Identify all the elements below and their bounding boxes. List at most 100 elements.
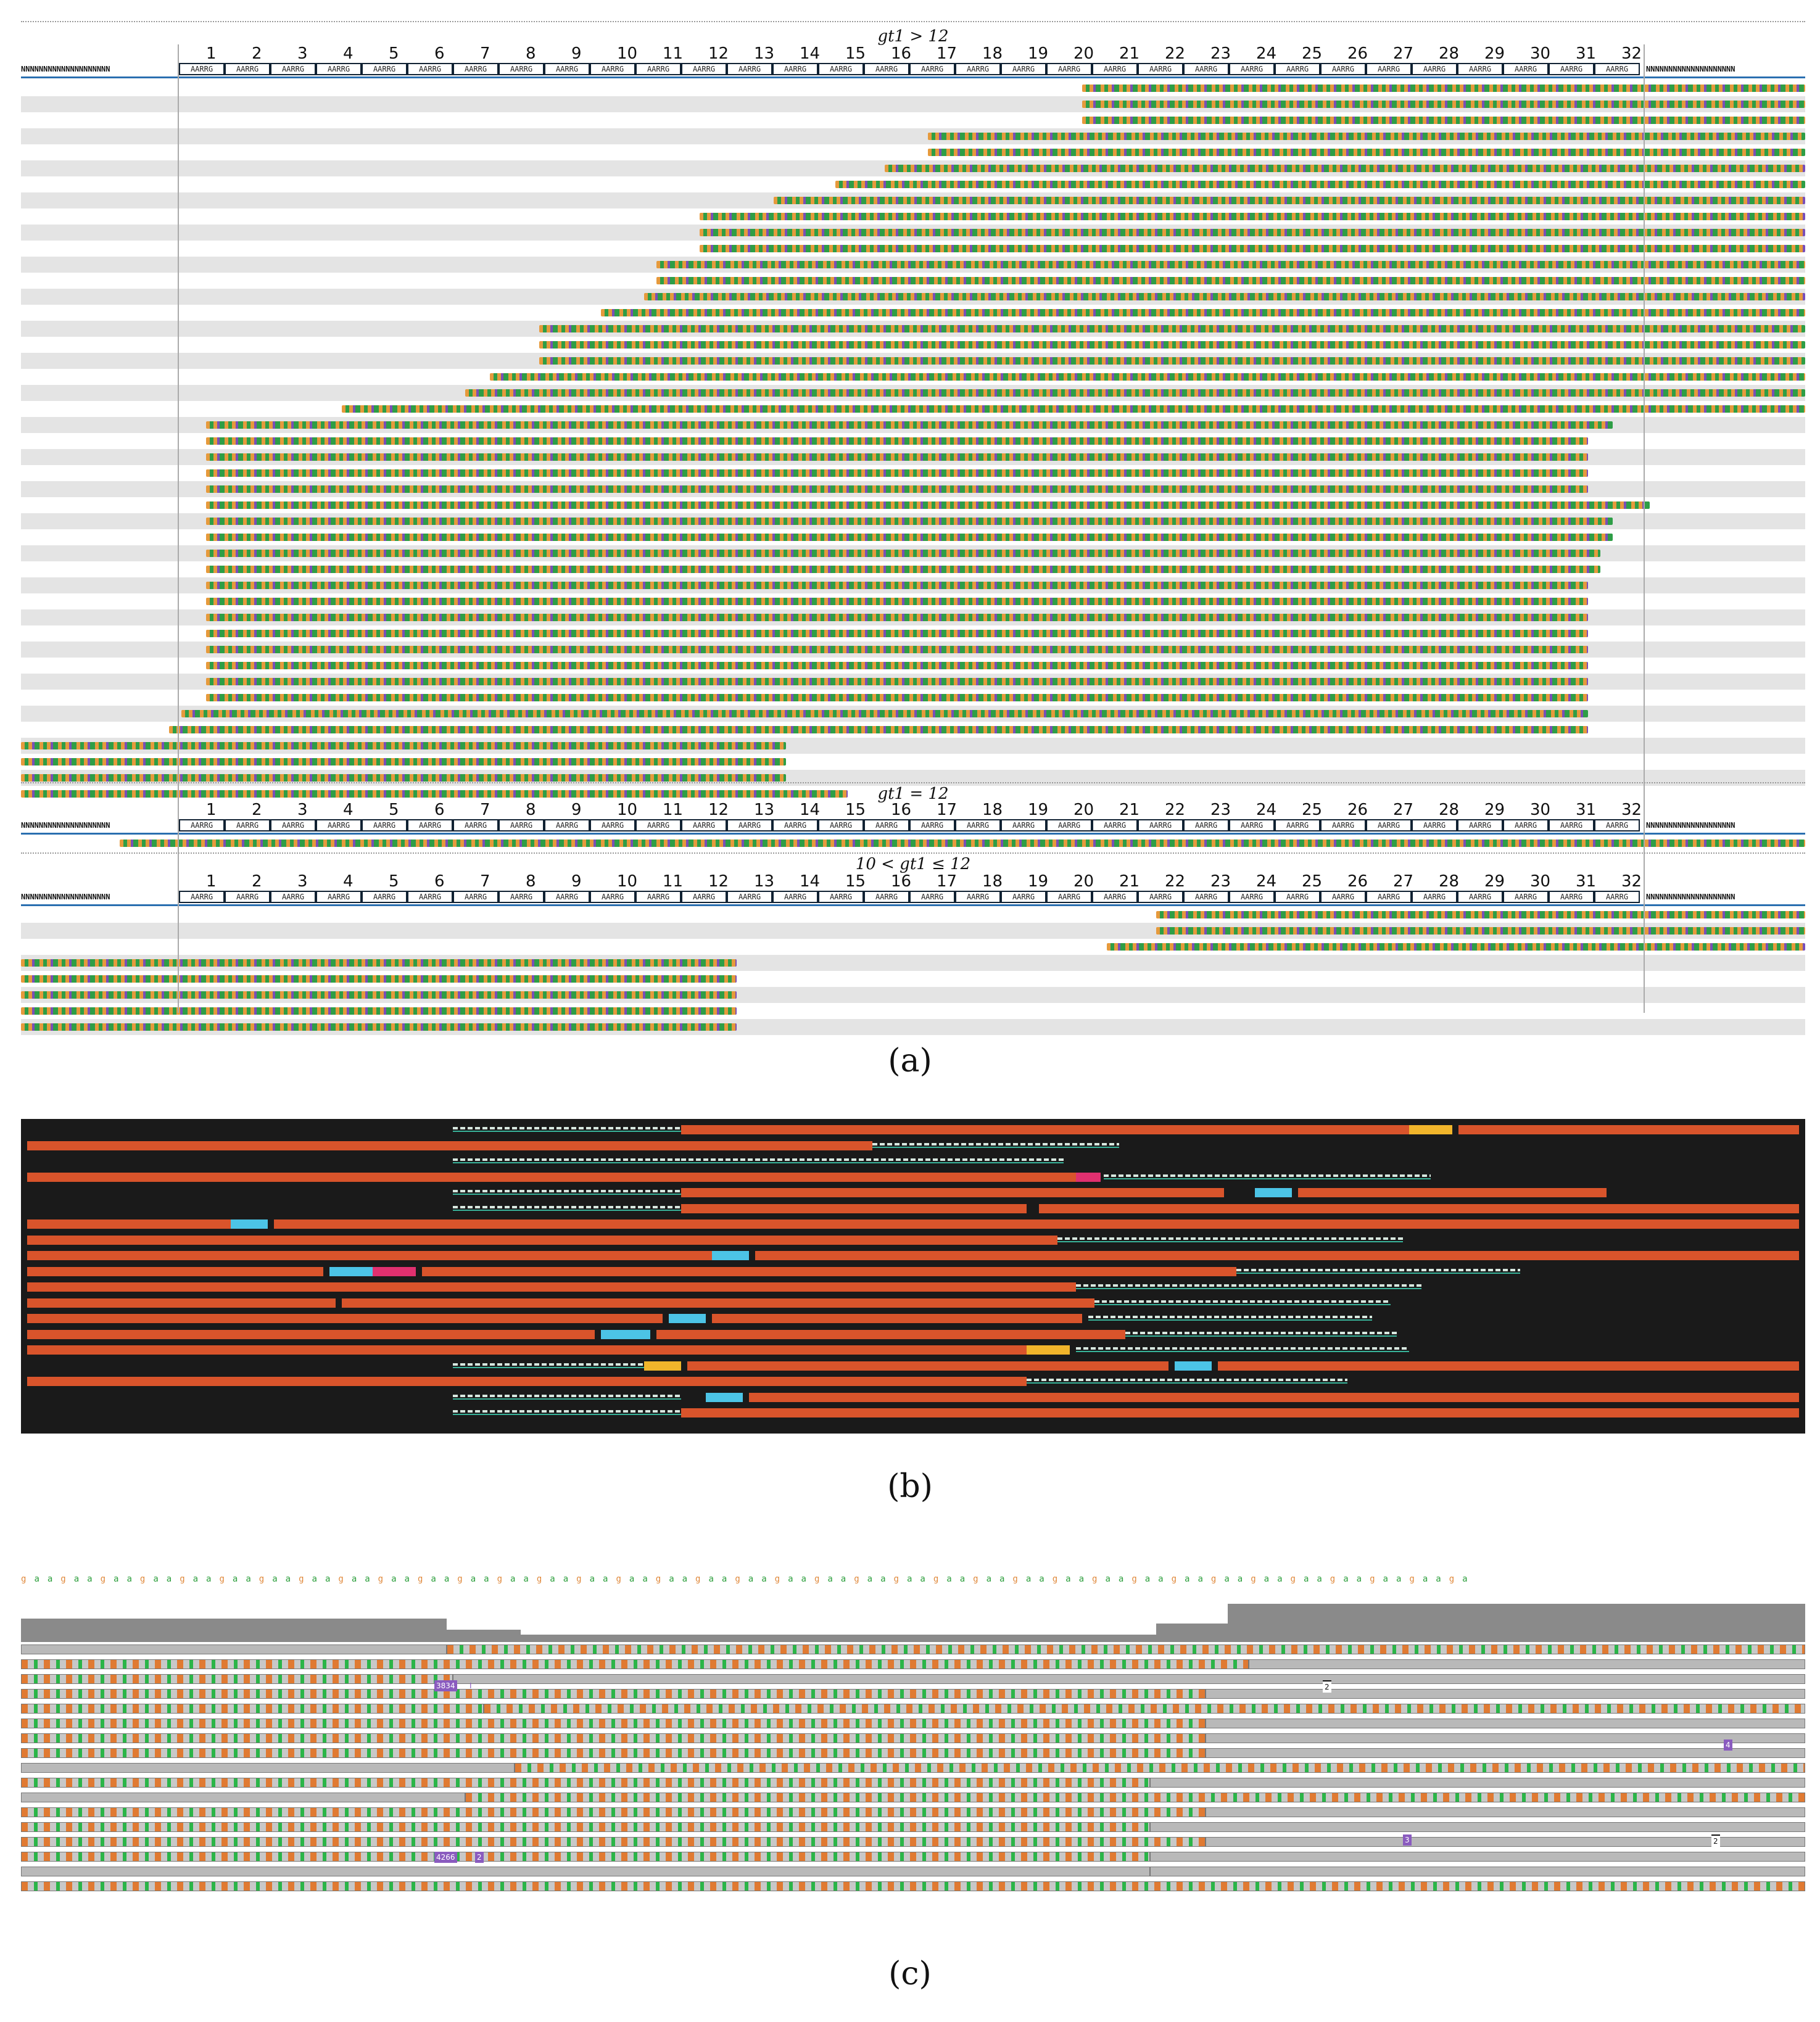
repeat-number: 14 [800,872,821,891]
read-sequence [206,614,1588,621]
repeat-number: 3 [297,801,308,819]
repeat-unit: AARRG [909,891,955,903]
repeat-number: 7 [480,872,490,891]
coverage-bar [447,1630,521,1642]
read-row [21,369,1805,385]
coverage-bar [1156,1624,1206,1642]
sequence-row [27,1392,1799,1402]
read-row [21,722,1805,738]
sequence-segment [27,1219,231,1229]
repeat-unit: AARRG [498,891,544,903]
read-row [21,433,1805,449]
repeat-number: 29 [1484,872,1505,891]
aligned-read [1150,1822,1805,1832]
deletion-marker: 2 [1711,1834,1720,1847]
repeat-unit: AARRG [818,891,864,903]
sequence-segment [1057,1236,1403,1242]
repeat-unit: AARRG [1229,891,1275,903]
read-row [21,738,1805,754]
insertion-tag: 3834 [434,1680,457,1691]
repeat-number: 27 [1393,872,1414,891]
aligned-read [21,1807,1206,1817]
sequence-segment [712,1251,749,1260]
read-row [21,481,1805,497]
repeat-number: 32 [1621,872,1642,891]
read-sequence [539,341,1805,349]
sequence-segment [27,1282,1076,1292]
repeat-number: 8 [526,801,536,819]
repeat-number: 12 [708,872,729,891]
read-row [21,353,1805,369]
aligned-reads-track [21,1644,1805,1904]
read-sequence [539,325,1805,332]
repeat-unit: AARRG [1594,63,1640,75]
repeat-unit: AARRG [453,819,498,831]
repeat-number: 16 [891,801,912,819]
read-sequence [206,694,1588,701]
read-row [21,987,1805,1003]
repeat-number: 23 [1210,801,1231,819]
section-title-gt1-equal-12: gt1 = 12 [877,785,949,803]
insertion-tag: 3 [1403,1834,1412,1846]
read-sequence [181,710,1588,717]
sequence-row [27,1157,1799,1166]
read-sequence [700,245,1805,252]
repeat-number: 15 [845,872,866,891]
sequence-segment [373,1266,416,1276]
right-flank-label: NNNNNNNNNNNNNNNNNNNN [1646,893,1735,901]
repeat-number: 2 [252,44,262,63]
sequence-segment [681,1188,1224,1197]
read-sequence [21,742,786,749]
read-row [21,385,1805,401]
section-title-gt1-between-10-12: 10 < gt1 ≤ 12 [855,855,971,873]
repeat-unit: AARRG [1001,819,1046,831]
read-sequence [206,678,1588,685]
read-row [21,225,1805,241]
repeat-unit: AARRG [453,891,498,903]
repeat-number: 17 [937,801,958,819]
repeat-number: 30 [1530,801,1551,819]
sequence-segment [601,1329,650,1339]
sequence-segment [329,1266,373,1276]
aligned-read [1206,1807,1805,1817]
repeat-number: 26 [1347,801,1368,819]
aligned-read [1206,1733,1805,1743]
repeat-unit: AARRG [498,819,544,831]
read-sequence [1082,117,1805,124]
read-row [21,593,1805,609]
sequence-row [27,1345,1799,1355]
read-row [21,545,1805,561]
sequence-segment [1027,1377,1347,1384]
sequence-segment [730,1219,1799,1229]
read-sequence [21,790,848,798]
repeat-unit: AARRG [1092,63,1138,75]
read-sequence [928,149,1805,156]
read-sequence [206,566,1600,573]
sequence-row [27,1329,1799,1339]
read-sequence [1082,101,1805,108]
sequence-segment [681,1203,1027,1213]
read-sequence [120,840,1805,847]
sequence-segment [681,1408,1799,1417]
repeat-number: 25 [1302,801,1323,819]
sequence-segment [1218,1361,1799,1371]
insertion-tag: I [469,1682,472,1690]
read-row [21,305,1805,321]
sequence-segment [453,1393,681,1400]
read-row [21,192,1805,208]
repeat-number: 8 [526,872,536,891]
repeat-unit: AARRG [1549,63,1594,75]
read-sequence [169,726,1588,733]
read-sequence [700,213,1805,220]
repeat-number: 3 [297,872,308,891]
read-sequence [601,309,1805,316]
ruler-baseline [21,904,1805,906]
aligned-read [21,1881,1805,1891]
coverage-bar [1206,1624,1228,1642]
aligned-read [1206,1837,1805,1847]
repeat-unit: AARRG [955,63,1001,75]
caption-b: (b) [887,1468,933,1505]
insertion-tag: 4 [1724,1739,1732,1751]
panel-a-read-alignment: gt1 > 12 NNNNNNNNNNNNNNNNNNNN AARRG 1 AARRG… [21,21,1805,1035]
read-sequence [490,373,1805,381]
